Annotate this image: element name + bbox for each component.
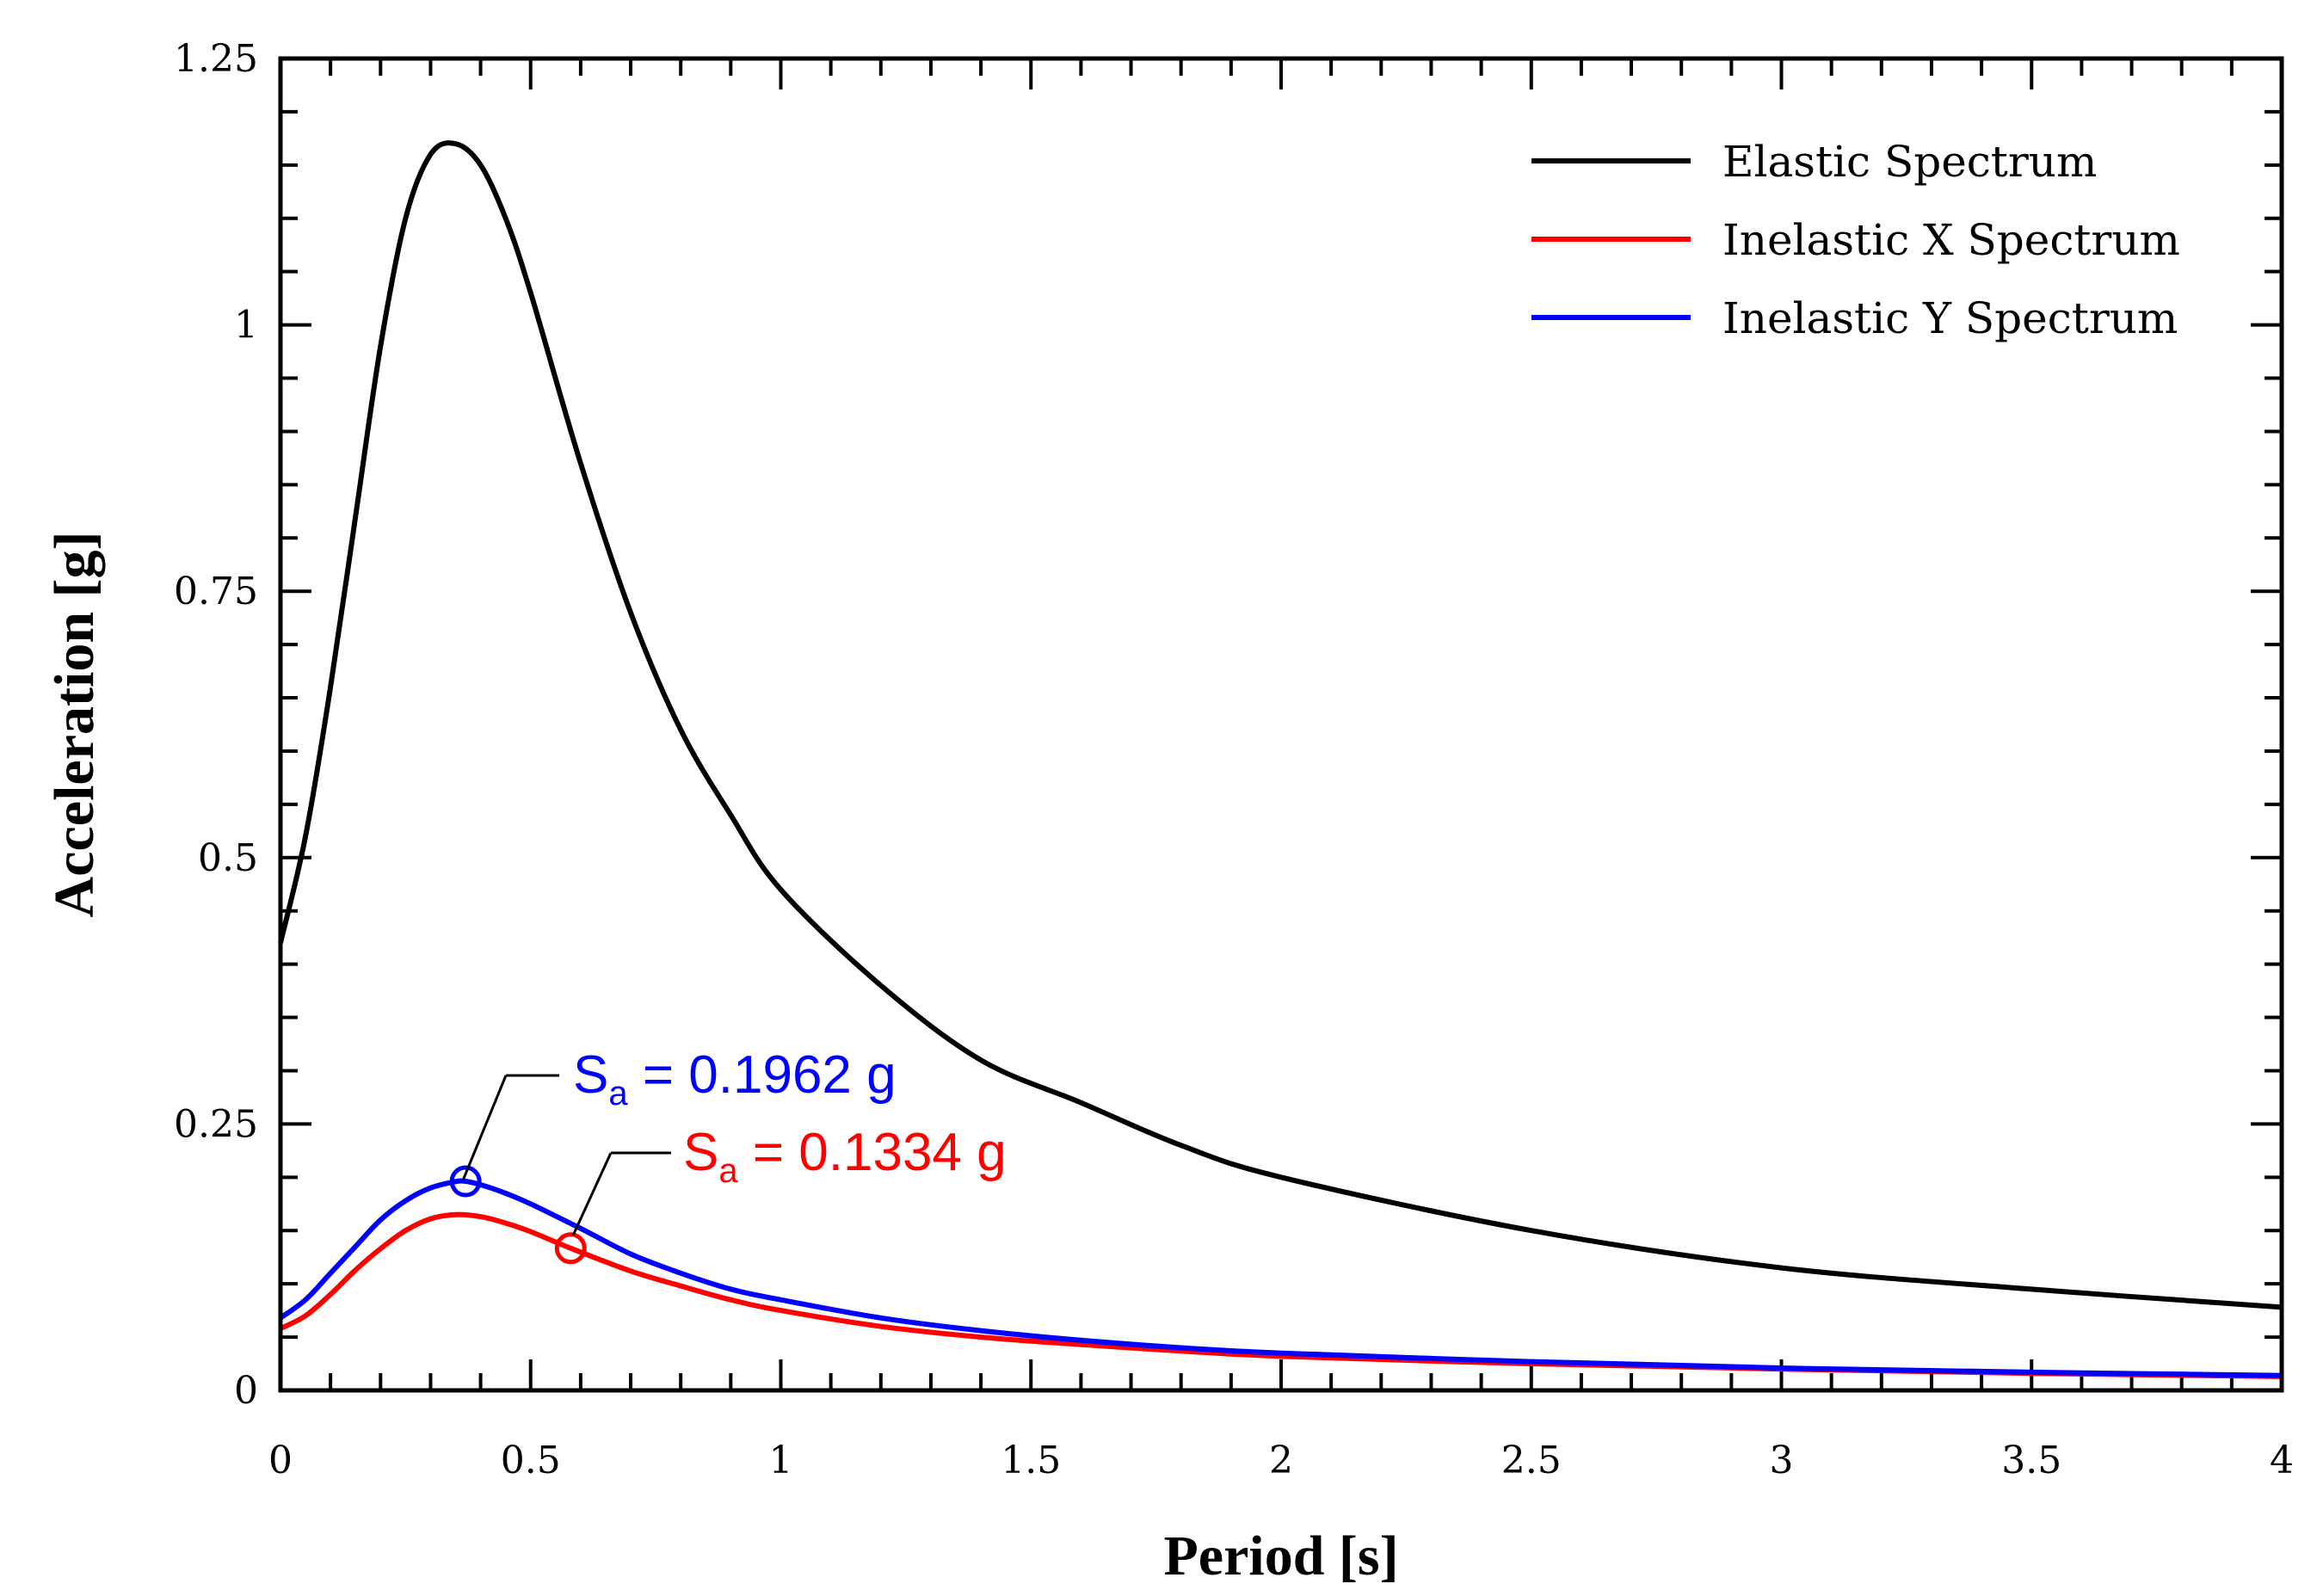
annotation-marker-x bbox=[554, 1232, 587, 1265]
x-tick-label: 2 bbox=[1269, 1439, 1293, 1482]
annotation-x-rest: = 0.1334 g bbox=[738, 1123, 1007, 1182]
x-tick-label: 3 bbox=[1770, 1439, 1794, 1482]
annotation-y-sub: a bbox=[608, 1075, 628, 1112]
annotation-leader-x bbox=[571, 1152, 613, 1236]
elastic-spectrum-line bbox=[278, 140, 2283, 1310]
plot-frame bbox=[278, 56, 2284, 1393]
annotation-label-y: Sa = 0.1962 g bbox=[573, 1045, 897, 1112]
x-tick-label: 1 bbox=[769, 1439, 793, 1482]
y-tick-label: 0 bbox=[234, 1369, 258, 1413]
annotation-y-base: S bbox=[573, 1045, 608, 1105]
x-tick-label: 0.5 bbox=[501, 1439, 561, 1482]
legend-label-elastic: Elastic Spectrum bbox=[1722, 137, 2097, 187]
legend-label-inelastic-y: Inelastic Y Spectrum bbox=[1722, 293, 2178, 343]
legend-label-inelastic-x: Inelastic X Spectrum bbox=[1722, 215, 2180, 265]
annotations: Sa = 0.1962 g Sa = 0.1334 g bbox=[461, 1045, 1007, 1236]
y-tick-label: 0.5 bbox=[198, 836, 258, 880]
x-tick-label: 3.5 bbox=[2001, 1439, 2061, 1482]
y-axis-title: Acceleration [g] bbox=[43, 532, 106, 918]
inelastic-y-spectrum-line bbox=[279, 1178, 2283, 1378]
y-tick-label: 0.25 bbox=[174, 1102, 258, 1146]
annotation-leader-y bbox=[461, 1075, 508, 1181]
x-tick-labels: 0 0.5 1 1.5 2 2.5 3 3.5 4 bbox=[268, 1439, 2294, 1482]
x-tick-label: 2.5 bbox=[1501, 1439, 1562, 1482]
y-tick-label: 1.25 bbox=[174, 37, 258, 81]
x-tick-label: 0 bbox=[268, 1439, 293, 1482]
y-tick-label: 0.75 bbox=[174, 570, 258, 613]
x-tick-label: 1.5 bbox=[1001, 1439, 1061, 1482]
annotation-y-rest: = 0.1962 g bbox=[628, 1045, 897, 1105]
x-axis-title: Period [s] bbox=[1163, 1525, 1398, 1587]
x-tick-label: 4 bbox=[2270, 1439, 2294, 1482]
annotation-label-x: Sa = 0.1334 g bbox=[683, 1123, 1007, 1190]
annotation-x-base: S bbox=[683, 1123, 718, 1182]
legend: Elastic Spectrum Inelastic X Spectrum In… bbox=[1531, 137, 2180, 343]
y-tick-labels: 0 0.25 0.5 0.75 1 1.25 bbox=[174, 37, 258, 1413]
annotation-marker-y bbox=[449, 1165, 482, 1198]
markers-layer bbox=[449, 1165, 587, 1265]
annotation-x-sub: a bbox=[718, 1152, 738, 1190]
y-tick-label: 1 bbox=[234, 304, 258, 348]
series-layer bbox=[278, 140, 2283, 1379]
